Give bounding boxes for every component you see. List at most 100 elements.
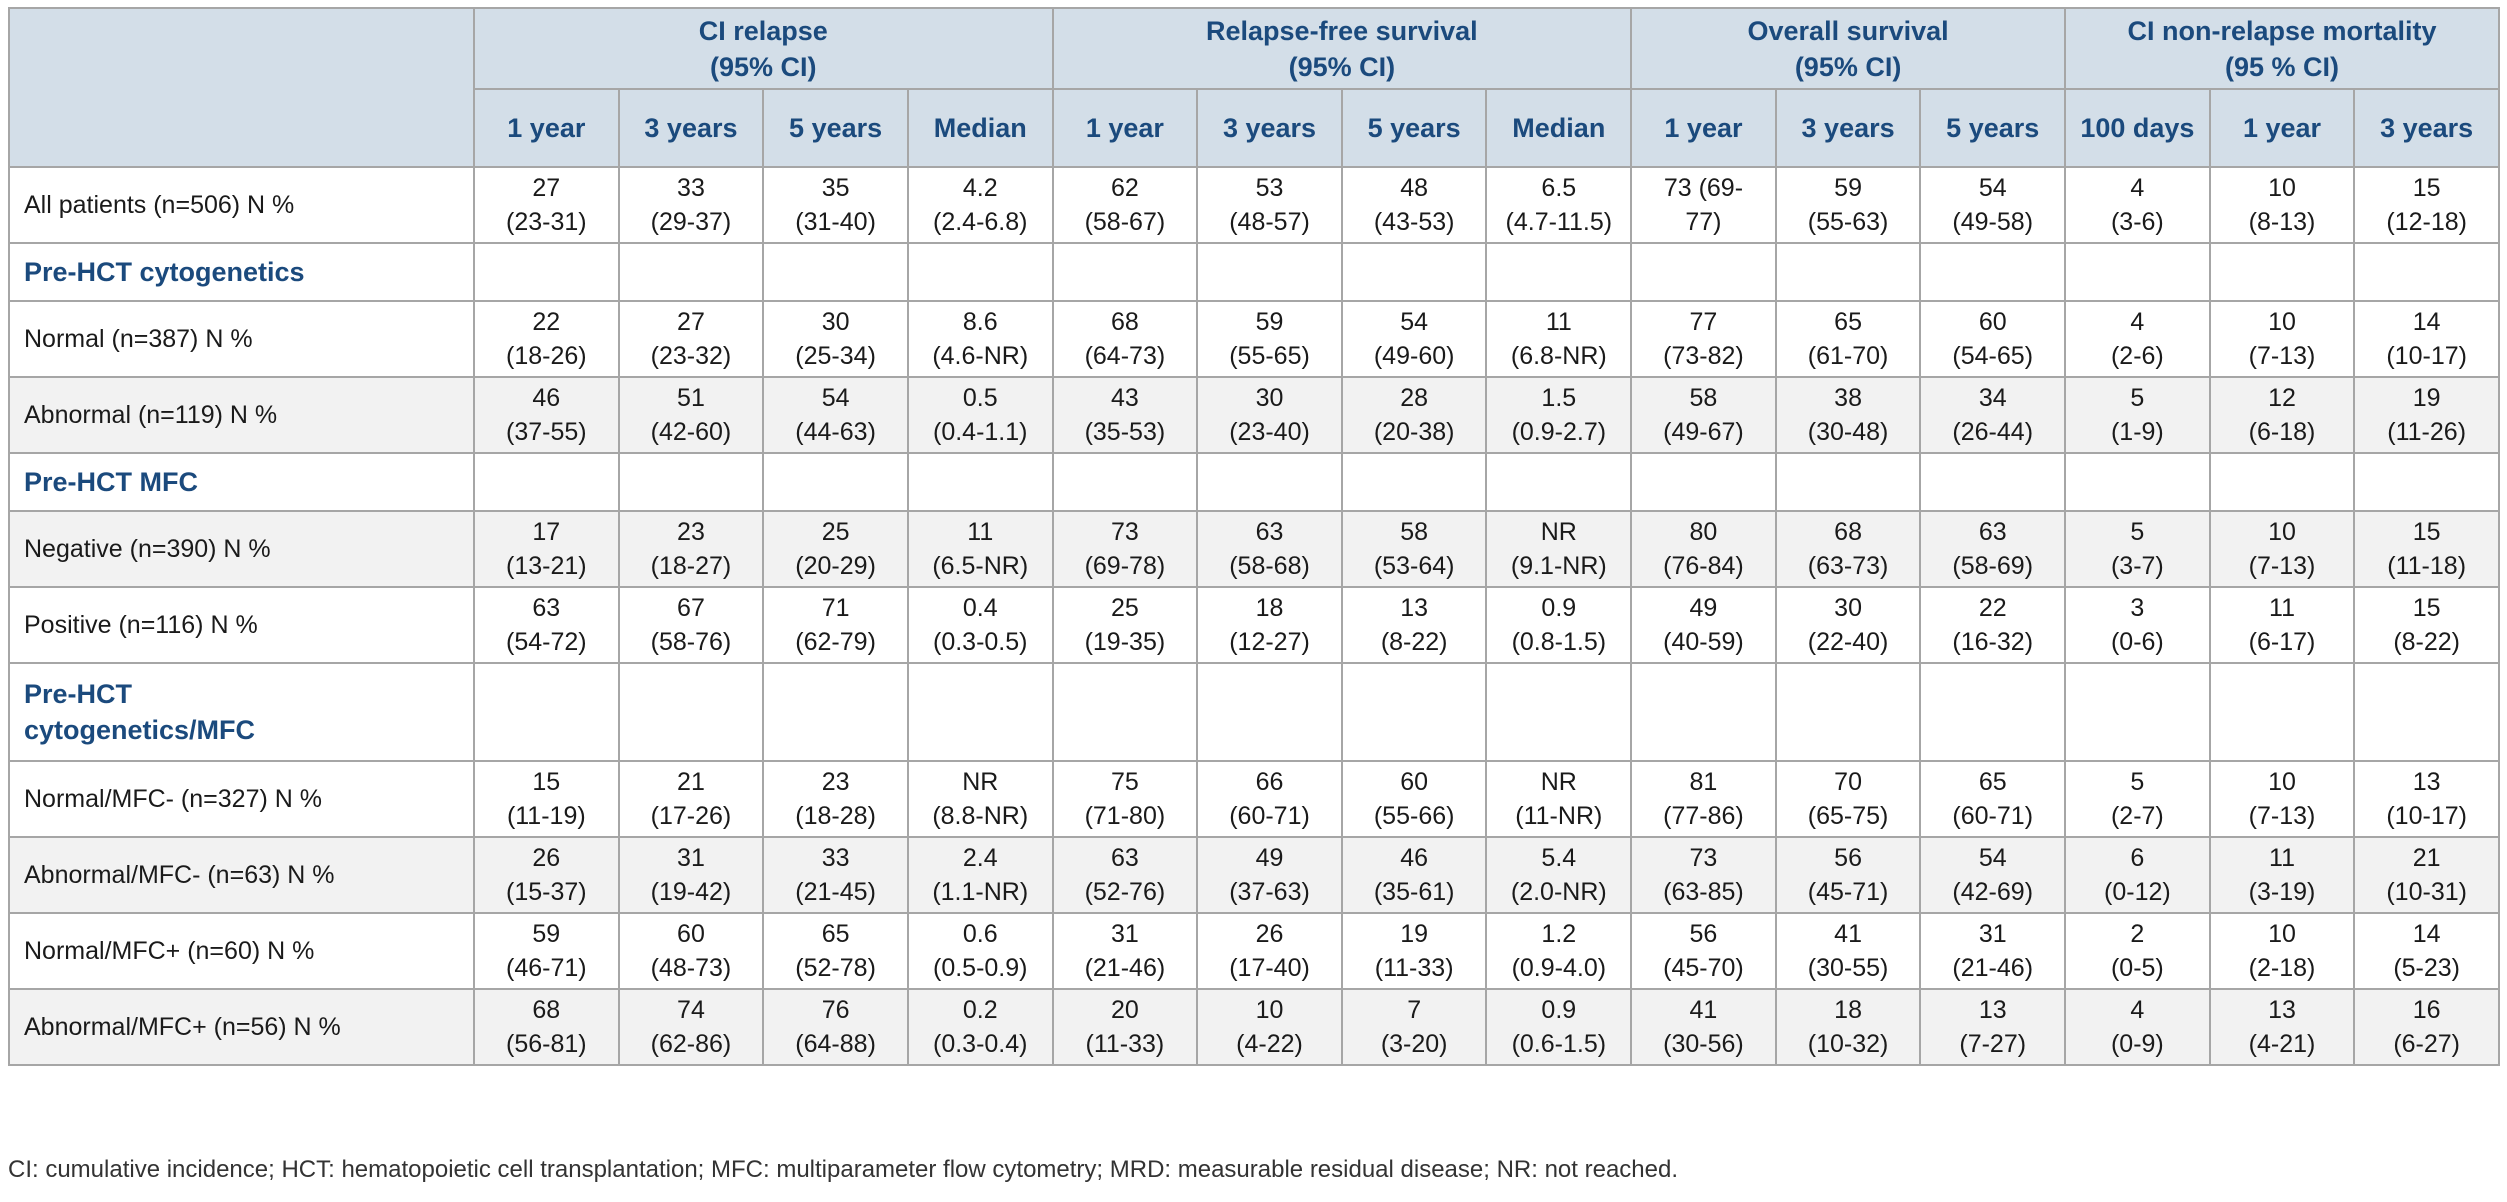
table-cell: 59 (55-65) [1196, 300, 1343, 378]
row-label: Negative (n=390) N % [8, 510, 475, 588]
table-cell: 0.2 (0.3-0.4) [906, 988, 1054, 1066]
table-row: Abnormal (n=119) N % 46 (37-55) 51 (42-60) 54… [8, 376, 2500, 454]
empty-cell [473, 452, 620, 512]
table-cell: 10 (7-13) [2208, 760, 2356, 838]
table-row: Abnormal/MFC- (n=63) N % 26 (15-37) 31 (19-4… [8, 836, 2500, 914]
table-cell: 10 (7-13) [2208, 300, 2356, 378]
empty-cell [2064, 662, 2211, 762]
table-cell: 8.6 (4.6-NR) [906, 300, 1054, 378]
table-cell: 74 (62-86) [617, 988, 765, 1066]
table-row: Normal/MFC- (n=327) N % 15 (11-19) 21 (17-26… [8, 760, 2500, 838]
column-header: 3 years [617, 88, 765, 168]
table-cell: 31 (21-46) [1051, 912, 1199, 990]
table-cell: 43 (35-53) [1051, 376, 1199, 454]
empty-cell [1340, 452, 1488, 512]
table-cell: 80 (76-84) [1630, 510, 1777, 588]
table-cell: 1.5 (0.9-2.7) [1485, 376, 1633, 454]
table-cell: 75 (71-80) [1051, 760, 1199, 838]
table-cell: 60 (54-65) [1919, 300, 2067, 378]
table-cell: 81 (77-86) [1630, 760, 1777, 838]
empty-cell [1196, 452, 1343, 512]
empty-cell [1051, 242, 1199, 302]
table-cell: 65 (61-70) [1774, 300, 1922, 378]
table-cell: 0.5 (0.4-1.1) [906, 376, 1054, 454]
table-cell: 41 (30-55) [1774, 912, 1922, 990]
row-label: All patients (n=506) N % [8, 166, 475, 244]
table-cell: 11 (6.5-NR) [906, 510, 1054, 588]
empty-cell [762, 242, 909, 302]
table-cell: 25 (20-29) [762, 510, 909, 588]
table-cell: NR (11-NR) [1485, 760, 1633, 838]
table-cell: 65 (52-78) [762, 912, 909, 990]
table-cell: 31 (21-46) [1919, 912, 2067, 990]
table-cell: 53 (48-57) [1196, 166, 1343, 244]
empty-cell [906, 662, 1054, 762]
table-cell: 5.4 (2.0-NR) [1485, 836, 1633, 914]
empty-cell [2208, 452, 2356, 512]
table-cell: 0.9 (0.8-1.5) [1485, 586, 1633, 664]
table-cell: 18 (12-27) [1196, 586, 1343, 664]
table-cell: 49 (37-63) [1196, 836, 1343, 914]
empty-cell [1196, 242, 1343, 302]
empty-cell [1919, 452, 2067, 512]
group-header: Relapse-free survival (95% CI) [1051, 7, 1633, 90]
table-cell: 26 (15-37) [473, 836, 620, 914]
empty-cell [762, 452, 909, 512]
table-cell: 30 (23-40) [1196, 376, 1343, 454]
table-cell: 15 (12-18) [2353, 166, 2500, 244]
table-cell: 60 (55-66) [1340, 760, 1488, 838]
table-cell: 13 (10-17) [2353, 760, 2500, 838]
table-cell: 25 (19-35) [1051, 586, 1199, 664]
empty-cell [1051, 662, 1199, 762]
column-header: 5 years [762, 88, 909, 168]
table-cell: 68 (63-73) [1774, 510, 1922, 588]
table-cell: 27 (23-31) [473, 166, 620, 244]
footnote: CI: cumulative incidence; HCT: hematopoi… [8, 1156, 1679, 1183]
table-cell: 10 (8-13) [2208, 166, 2356, 244]
table-cell: 71 (62-79) [762, 586, 909, 664]
table-cell: 4 (0-9) [2064, 988, 2211, 1066]
table-cell: 5 (1-9) [2064, 376, 2211, 454]
row-label: Normal (n=387) N % [8, 300, 475, 378]
empty-cell [1051, 452, 1199, 512]
table-cell: 63 (58-69) [1919, 510, 2067, 588]
table-cell: 22 (16-32) [1919, 586, 2067, 664]
section-label: Pre-HCT cytogenetics/MFC [8, 662, 475, 762]
table-row: Negative (n=390) N % 17 (13-21) 23 (18-27) 25… [8, 510, 2500, 588]
column-header: Median [906, 88, 1054, 168]
table-cell: 73 (63-85) [1630, 836, 1777, 914]
table-row: Normal (n=387) N % 22 (18-26) 27 (23-32) 30 (2… [8, 300, 2500, 378]
table-cell: 58 (53-64) [1340, 510, 1488, 588]
empty-cell [1340, 662, 1488, 762]
table-cell: 11 (3-19) [2208, 836, 2356, 914]
table-cell: 70 (65-75) [1774, 760, 1922, 838]
empty-cell [1774, 242, 1922, 302]
section-row: Pre-HCT MFC [8, 452, 2500, 512]
empty-cell [1630, 452, 1777, 512]
subheader-row: 1 year 3 years 5 years Median 1 year 3 years 5… [9, 88, 2500, 168]
table-cell: 13 (8-22) [1340, 586, 1488, 664]
table-cell: 0.6 (0.5-0.9) [906, 912, 1054, 990]
table-cell: 14 (10-17) [2353, 300, 2500, 378]
table-cell: 77 (73-82) [1630, 300, 1777, 378]
column-header: 1 year [2208, 88, 2356, 168]
table-cell: 6 (0-12) [2064, 836, 2211, 914]
corner-header-cell [8, 7, 475, 168]
table-cell: 33 (29-37) [617, 166, 765, 244]
group-header: CI non-relapse mortality (95 % CI) [2064, 7, 2500, 90]
table-cell: 10 (4-22) [1196, 988, 1343, 1066]
row-label: Positive (n=116) N % [8, 586, 475, 664]
table-cell: 22 (18-26) [473, 300, 620, 378]
table-cell: 19 (11-33) [1340, 912, 1488, 990]
table-cell: 21 (17-26) [617, 760, 765, 838]
table-cell: 62 (58-67) [1051, 166, 1199, 244]
table-cell: 46 (35-61) [1340, 836, 1488, 914]
table-cell: 76 (64-88) [762, 988, 909, 1066]
results-table: CI relapse (95% CI) Relapse-free survival(… [8, 7, 2500, 1066]
table-cell: 59 (55-63) [1774, 166, 1922, 244]
table-cell: 0.4 (0.3-0.5) [906, 586, 1054, 664]
column-header: 100 days [2064, 88, 2211, 168]
empty-cell [906, 452, 1054, 512]
table-cell: 38 (30-48) [1774, 376, 1922, 454]
table-cell: 56 (45-70) [1630, 912, 1777, 990]
